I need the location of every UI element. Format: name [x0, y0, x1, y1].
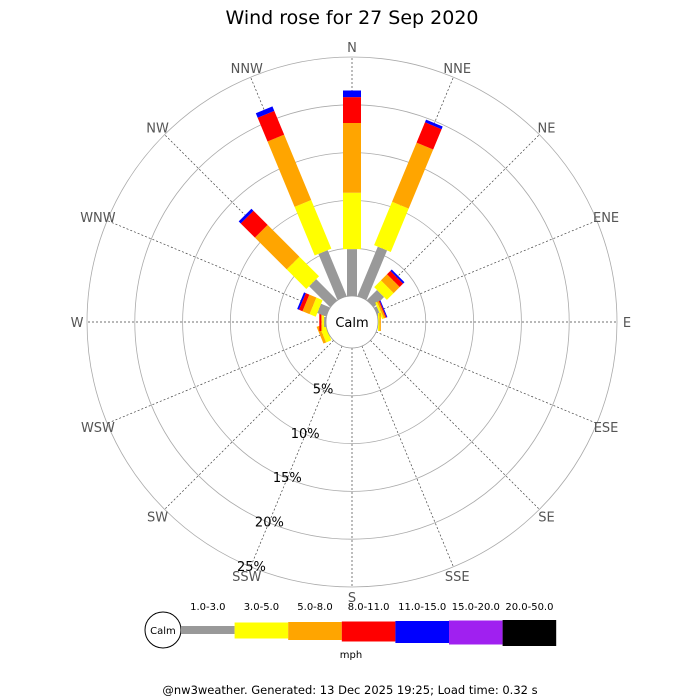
bar-NE-1.0-3.0 [366, 289, 385, 308]
legend-label: 3.0-5.0 [244, 602, 279, 613]
bar-WNW-5.0-8.0 [302, 294, 317, 315]
legend-swatch-8.0-11.0 [341, 621, 396, 642]
direction-label-SW: SW [147, 510, 168, 525]
direction-label-S: S [348, 591, 356, 606]
legend-label: 15.0-20.0 [452, 602, 500, 613]
bar-W-1.0-3.0 [324, 317, 326, 327]
direction-label-SSE: SSE [445, 570, 470, 585]
bar-NNW-5.0-8.0 [267, 134, 312, 207]
radial-tick-labels: 5% 10% 15% 20% 25% [237, 383, 333, 575]
legend-swatch-11.0-15.0 [395, 621, 449, 643]
legend-swatch-15.0-20.0 [449, 620, 503, 645]
legend-swatch-5.0-8.0 [288, 622, 342, 640]
direction-label-WNW: WNW [80, 211, 116, 226]
bar-N-11.0-15.0 [343, 90, 361, 98]
legend-calm-label: Calm [150, 626, 176, 637]
bar-E-5.0-8.0 [379, 313, 381, 331]
bar-N-1.0-3.0 [347, 249, 357, 296]
legend-label: 11.0-15.0 [398, 602, 446, 613]
bar-N-8.0-11.0 [343, 97, 361, 123]
legend-swatch-1.0-3.0 [181, 626, 235, 634]
bar-WNW-11.0-15.0 [297, 292, 306, 310]
radial-tick-label: 20% [255, 516, 284, 531]
grid: N NNE NE ENE E ESE SE SSE S SSW SW WSW W WNW NW NNW [71, 41, 632, 606]
spoke-SW [164, 340, 334, 510]
bars [238, 90, 443, 344]
bar-NE-5.0-8.0 [380, 274, 400, 294]
spoke-ESE [375, 331, 597, 424]
spoke-ENE [375, 220, 597, 313]
direction-label-NNE: NNE [443, 62, 471, 77]
bar-NW-1.0-3.0 [309, 279, 338, 308]
direction-label-SSW: SSW [232, 570, 262, 585]
bar-WNW-1.0-3.0 [317, 303, 330, 317]
bar-NW-11.0-15.0 [238, 208, 254, 224]
direction-label-SE: SE [538, 510, 554, 525]
legend-label: 8.0-11.0 [348, 602, 390, 613]
footer: @nw3weather. Generated: 13 Dec 2025 19:2… [162, 683, 537, 697]
bar-NW-8.0-11.0 [240, 210, 268, 238]
bar-NW-5.0-8.0 [254, 224, 300, 270]
spoke-SSW [250, 345, 343, 567]
calm-label: Calm [335, 316, 368, 331]
spoke-SE [370, 340, 540, 510]
bar-NNW-1.0-3.0 [318, 250, 347, 300]
bar-E-3.0-5.0 [378, 313, 380, 331]
direction-label-E: E [623, 316, 631, 331]
bar-WNW-3.0-5.0 [309, 297, 323, 317]
bar-NNW-11.0-15.0 [255, 106, 275, 118]
chart-title: Wind rose for 27 Sep 2020 [225, 7, 478, 29]
bar-ENE-11.0-15.0 [379, 300, 388, 318]
spoke-SSE [361, 345, 454, 567]
direction-label-NW: NW [146, 122, 169, 137]
bar-W-8.0-11.0 [319, 313, 322, 331]
bar-ENE-5.0-8.0 [376, 301, 386, 319]
direction-label-NE: NE [537, 122, 555, 137]
bar-NNW-8.0-11.0 [257, 110, 285, 142]
calm-circle: Calm [325, 295, 379, 349]
direction-label-N: N [347, 41, 357, 56]
bar-W-5.0-8.0 [321, 313, 323, 331]
bar-WNW-8.0-11.0 [298, 293, 310, 312]
legend: Calm mph 1.0-3.0 3.0-5.0 5.0-8.0 8.0-11.0 11… [144, 602, 557, 661]
legend-label: 5.0-8.0 [297, 602, 332, 613]
radial-tick-label: 15% [273, 471, 302, 486]
legend-label: 20.0-50.0 [505, 602, 553, 613]
bar-W-3.0-5.0 [322, 313, 325, 331]
direction-label-W: W [71, 316, 84, 331]
radial-tick-label: 10% [291, 427, 320, 442]
grid-ring [86, 56, 618, 588]
direction-label-ESE: ESE [594, 421, 619, 436]
bar-NNE-5.0-8.0 [392, 142, 434, 209]
bar-NNE-3.0-5.0 [374, 201, 409, 252]
radial-tick-label: 5% [313, 383, 334, 398]
spoke-WSW [107, 331, 329, 424]
bar-NNE-1.0-3.0 [357, 246, 388, 300]
legend-swatch-3.0-5.0 [234, 622, 289, 639]
bar-NNW-3.0-5.0 [294, 200, 332, 256]
direction-label-ENE: ENE [593, 211, 619, 226]
direction-label-WSW: WSW [81, 421, 115, 436]
legend-swatch-20.0-50.0 [502, 620, 557, 646]
bar-N-3.0-5.0 [343, 192, 361, 250]
bar-NE-8.0-11.0 [387, 270, 404, 287]
bar-NNE-8.0-11.0 [416, 122, 442, 150]
bar-N-5.0-8.0 [343, 122, 361, 193]
bar-ENE-3.0-5.0 [375, 301, 384, 320]
direction-label-NNW: NNW [231, 62, 263, 77]
bar-NE-3.0-5.0 [374, 280, 394, 300]
bar-NNE-11.0-15.0 [424, 119, 443, 130]
legend-unit: mph [340, 650, 362, 661]
legend-label: 1.0-3.0 [190, 602, 225, 613]
radial-tick-label: 25% [237, 560, 266, 575]
bar-NW-3.0-5.0 [286, 256, 320, 290]
bar-WSW-5.0-8.0 [316, 325, 327, 344]
bar-ENE-8.0-11.0 [378, 300, 387, 318]
bar-NE-11.0-15.0 [390, 269, 405, 284]
